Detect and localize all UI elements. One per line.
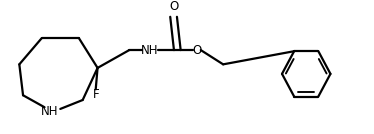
Text: F: F xyxy=(92,88,99,101)
Text: NH: NH xyxy=(141,44,159,57)
Text: O: O xyxy=(169,0,178,13)
Text: NH: NH xyxy=(40,105,58,118)
Text: O: O xyxy=(193,44,202,57)
